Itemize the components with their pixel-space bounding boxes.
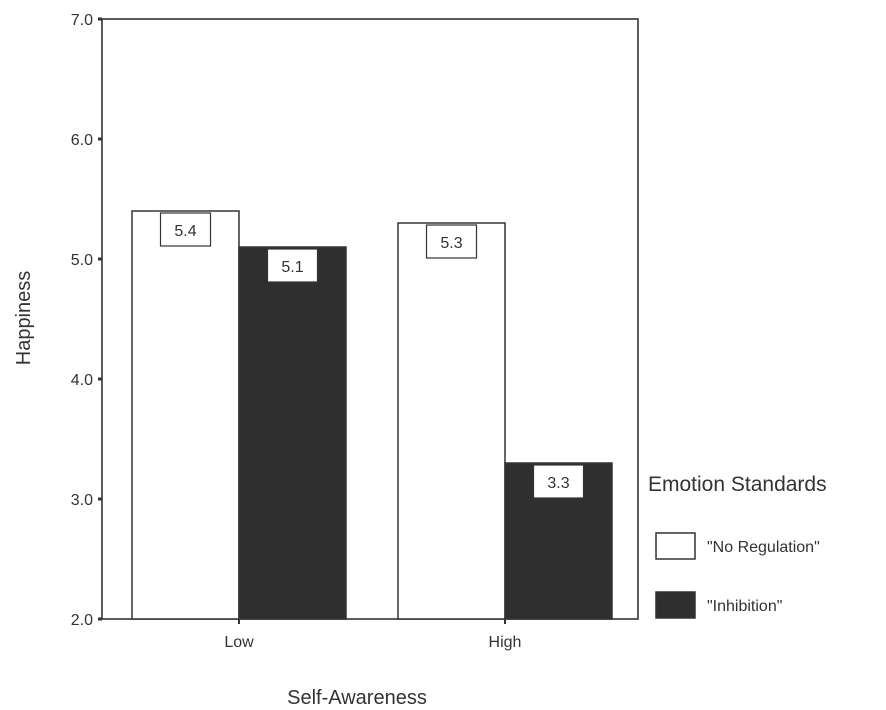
bar-labels: 5.4 5.1 5.3 3.3 xyxy=(159,212,585,499)
bar-inhibition-low xyxy=(238,246,347,620)
data-label-box xyxy=(266,248,319,283)
y-tick-label: 2.0 xyxy=(71,612,93,629)
data-label: 3.3 xyxy=(547,475,569,492)
y-tick-label: 4.0 xyxy=(71,372,93,389)
legend: Emotion Standards "No Regulation" "Inhib… xyxy=(648,473,827,619)
y-tick-label: 3.0 xyxy=(71,492,93,509)
x-tick-label: High xyxy=(489,634,522,651)
y-tick-label: 5.0 xyxy=(71,252,93,269)
plot-frame xyxy=(101,18,639,620)
y-tick-label: 7.0 xyxy=(71,12,93,29)
x-axis-title: Self-Awareness xyxy=(287,687,427,709)
data-label: 5.1 xyxy=(281,259,303,276)
legend-label-inhibition: "Inhibition" xyxy=(707,598,782,615)
legend-title: Emotion Standards xyxy=(648,473,827,496)
bar-no-regulation-high xyxy=(397,222,506,620)
bar-no-regulation-low xyxy=(131,210,240,620)
data-label-box xyxy=(532,464,585,499)
data-label: 5.4 xyxy=(174,223,196,240)
data-label: 5.3 xyxy=(440,235,462,252)
x-axis: Low High xyxy=(224,619,521,651)
bars xyxy=(131,210,613,620)
plot-border xyxy=(101,18,639,620)
legend-label-no-regulation: "No Regulation" xyxy=(707,539,820,556)
legend-swatch-no-regulation xyxy=(655,532,696,560)
y-tick-label: 6.0 xyxy=(71,132,93,149)
data-label-box xyxy=(425,224,478,259)
data-label-box xyxy=(159,212,212,247)
y-axis: 2.0 3.0 4.0 5.0 6.0 7.0 xyxy=(71,12,102,629)
legend-swatch-inhibition xyxy=(655,591,696,619)
y-axis-title: Happiness xyxy=(13,271,35,366)
bar-inhibition-high xyxy=(504,462,613,620)
x-tick-label: Low xyxy=(224,634,254,651)
